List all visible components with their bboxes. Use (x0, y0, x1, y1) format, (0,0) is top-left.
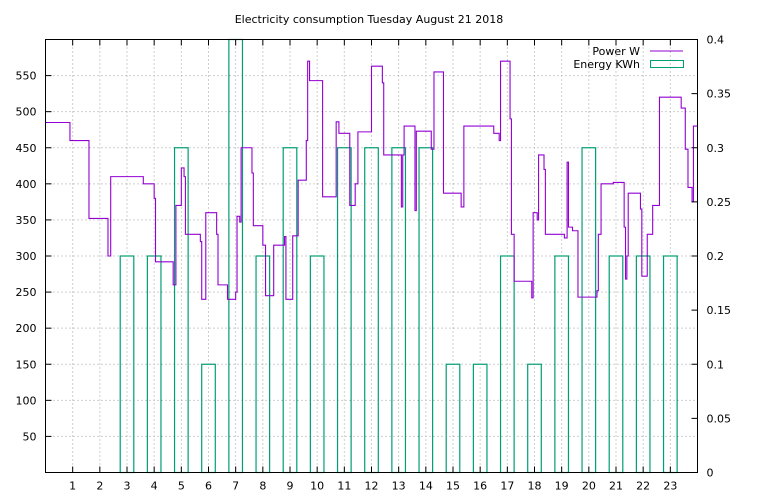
x-tick-label: 3 (124, 480, 131, 493)
y2-tick-label: 0.1 (707, 358, 725, 371)
x-tick-label: 9 (287, 480, 294, 493)
x-tick-label: 7 (232, 480, 239, 493)
legend-energy-swatch (650, 60, 684, 68)
x-tick-label: 10 (310, 480, 324, 493)
x-tick-label: 19 (555, 480, 569, 493)
y2-tick-label: 0.15 (707, 304, 732, 317)
legend: Power W Energy KWh (573, 45, 684, 71)
chart-title: Electricity consumption Tuesday August 2… (235, 13, 504, 26)
x-tick-label: 2 (96, 480, 103, 493)
y-axis-left: 50 100 150 200 250 300 350 400 450 500 550 (16, 70, 52, 443)
power-line-layer (45, 60, 698, 300)
x-tick-label: 6 (205, 480, 212, 493)
y2-tick-label: 0.25 (707, 196, 732, 209)
x-tick-label: 18 (528, 480, 542, 493)
x-tick-label: 15 (446, 480, 460, 493)
y2-tick-label: 0.4 (707, 34, 725, 47)
x-tick-label: 22 (636, 480, 650, 493)
legend-power-label: Power W (592, 45, 640, 58)
y-tick-label: 500 (16, 106, 37, 119)
x-axis: 1 2 3 4 5 6 7 8 9 10 11 12 13 14 15 16 17 18 19 20 21 22 23 (69, 39, 677, 493)
y-axis-right: 0 0.05 0.1 0.15 0.2 0.25 0.3 0.35 0.4 (691, 34, 732, 480)
y-tick-label: 400 (16, 178, 37, 191)
y-tick-label: 100 (16, 394, 37, 407)
x-tick-label: 1 (69, 480, 76, 493)
x-tick-label: 21 (609, 480, 623, 493)
x-tick-label: 11 (337, 480, 351, 493)
x-tick-label: 20 (582, 480, 596, 493)
y2-tick-label: 0.05 (707, 412, 732, 425)
y-tick-label: 250 (16, 286, 37, 299)
y-tick-label: 150 (16, 358, 37, 371)
y2-tick-label: 0.35 (707, 88, 732, 101)
x-tick-label: 12 (365, 480, 379, 493)
y-tick-label: 450 (16, 142, 37, 155)
x-tick-label: 14 (419, 480, 433, 493)
y2-tick-label: 0 (707, 467, 714, 480)
y2-tick-label: 0.3 (707, 142, 725, 155)
x-tick-label: 17 (500, 480, 514, 493)
power-line (45, 60, 698, 300)
x-tick-label: 5 (178, 480, 185, 493)
legend-energy-label: Energy KWh (573, 58, 640, 71)
x-tick-label: 4 (151, 480, 158, 493)
x-tick-label: 23 (663, 480, 677, 493)
y-tick-label: 50 (23, 430, 37, 443)
y-tick-label: 200 (16, 322, 37, 335)
x-tick-label: 16 (473, 480, 487, 493)
x-tick-label: 13 (392, 480, 406, 493)
y2-tick-label: 0.2 (707, 250, 725, 263)
y-tick-label: 350 (16, 214, 37, 227)
y-tick-label: 300 (16, 250, 37, 263)
x-tick-label: 8 (259, 480, 266, 493)
y-tick-label: 550 (16, 70, 37, 83)
